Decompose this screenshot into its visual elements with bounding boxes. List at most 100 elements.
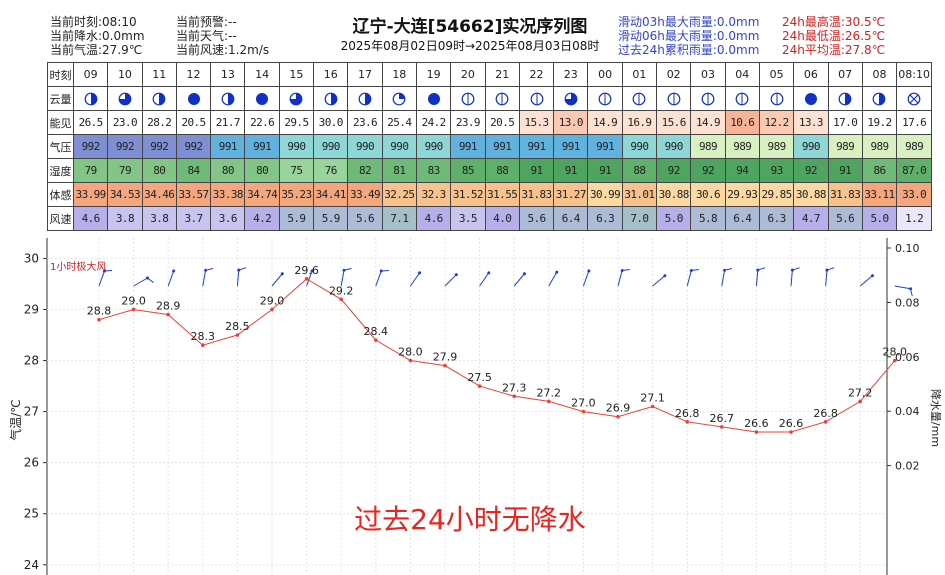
wind-cell: 1.2 [896,206,933,231]
cloud-half-icon [84,92,98,105]
temperature-data-label: 28.5 [225,320,250,333]
temperature-series: 28.8 29.0 28.9 28.3 28.5 29.0 29.6 29.2 28.4 28.0… [87,264,907,434]
humidity-row: 湿度 79 79 80 84 80 80 75 76 82 81 83 85 88 91 91 91 88 92 92… [47,158,933,183]
y-tick-label: 29 [24,302,39,316]
feel-cell: 33.49 [347,182,383,207]
temperature-data-label: 29.0 [260,294,285,307]
humidity-cell: 88 [484,158,520,183]
wind-barb-icon [375,269,389,287]
temperature-point [131,307,136,312]
cloud-empty-icon [735,92,749,105]
wind-barbs [98,267,913,297]
cloud-full-icon [256,92,269,105]
cloud-cell [244,86,280,111]
feel-cell: 34.41 [313,182,349,207]
temperature-data-label: 27.2 [848,386,873,399]
wind-barb-icon [548,270,559,287]
temp-stats-panel: 24h最高温:30.5℃ 24h最低温:26.5℃ 24h平均温:27.8℃ [782,15,885,57]
time-cell: 17 [347,62,383,87]
wind-cell: 4.6 [72,206,109,231]
feel-cell: 32.3 [415,182,452,207]
temperature-point [374,338,378,342]
pressure-cell: 989 [827,134,863,159]
feel-cell: 31.83 [518,182,555,207]
time-cell: 01 [621,62,658,87]
cloud-3q-icon [564,92,578,105]
pressure-cell: 991 [553,134,589,159]
time-cell: 19 [415,62,452,87]
cloud-cell [621,86,658,111]
humidity-cell: 92 [793,158,829,183]
humidity-cell: 88 [621,158,658,183]
cloud-cell [175,86,212,111]
temperature-line [98,278,896,433]
cloud-3q-icon [290,92,303,105]
temperature-data-label: 29.0 [121,294,146,307]
feel-cell: 30.88 [656,182,692,207]
vis-cell: 24.2 [415,110,452,135]
time-cell: 07 [827,62,863,87]
vis-cell: 23.6 [347,110,383,135]
wind-cell: 3.7 [175,206,212,231]
pressure-cell: 990 [415,134,452,159]
temperature-data-label: 27.3 [502,381,527,394]
temperature-point [97,317,101,322]
temperature-point [166,312,170,317]
temperature-data-label: 27.9 [433,351,458,364]
time-cell: 05 [758,62,795,87]
y-tick-label: 28 [24,354,39,368]
y2-tick-label: 0.08 [895,296,920,309]
temperature-data-label: 28.3 [191,330,216,343]
temperature-data-label: 28.4 [364,325,389,338]
temperature-point [858,399,862,404]
wind-cell: 5.0 [861,206,898,231]
wind-cell: 4.7 [793,206,829,231]
cloud-empty-icon [461,92,475,105]
vis-cell: 21.7 [210,110,246,135]
cloud-3q-icon [118,92,132,105]
pressure-cell: 992 [141,134,177,159]
pressure-cell: 991 [518,134,555,159]
cloud-empty-icon [701,92,715,105]
cloud-cell [896,86,933,111]
temperature-point [270,307,274,312]
cloud-full-icon [804,92,817,105]
vis-cell: 17.0 [827,110,863,135]
cloud-half-icon [221,92,235,105]
humidity-cell: 92 [690,158,726,183]
cloud-cell [141,86,177,111]
temperature-point [754,430,759,434]
cloud-cell [107,86,143,111]
temperature-data-label: 28.0 [883,346,908,359]
feel-cell: 31.55 [484,182,520,207]
wind-barb-icon [894,285,913,297]
cloud-cell [861,86,898,111]
cloud-empty-icon [667,92,681,105]
time-cell: 09 [72,62,109,87]
observation-table: 时刻 09 10 11 12 13 14 15 16 17 18 19 20 21 22 23 00 01 02 03… [47,62,933,231]
pressure-cell: 989 [861,134,898,159]
feel-cell: 31.52 [450,182,486,207]
cloud-cell [690,86,726,111]
humidity-cell: 91 [827,158,863,183]
cloud-half-icon [838,92,852,105]
wind-barb-icon [167,269,176,287]
temperature-data-label: 26.6 [744,417,769,430]
temperature-point [443,363,447,368]
wind-barb-icon [133,276,154,287]
temperature-chart: 24 25 26 27 28 29 30 0.02 0.04 0.06 0.08 0.10 28.8… [8,238,943,575]
wind-cell: 6.4 [553,206,589,231]
feel-cell: 33.0 [896,182,933,207]
temperature-data-label: 26.8 [813,407,838,420]
wind-barb-icon [340,268,352,287]
vis-cell: 23.9 [450,110,486,135]
rain-24h-total: 过去24h累积雨量:0.0mm [618,43,760,57]
humidity-cell: 91 [553,158,589,183]
time-cell: 21 [484,62,520,87]
wind-cell: 5.8 [690,206,726,231]
y-tick-label: 25 [24,507,39,521]
cloud-cell [381,86,417,111]
time-cell: 12 [175,62,212,87]
row-label: 气压 [47,134,74,159]
row-label: 湿度 [47,158,74,183]
